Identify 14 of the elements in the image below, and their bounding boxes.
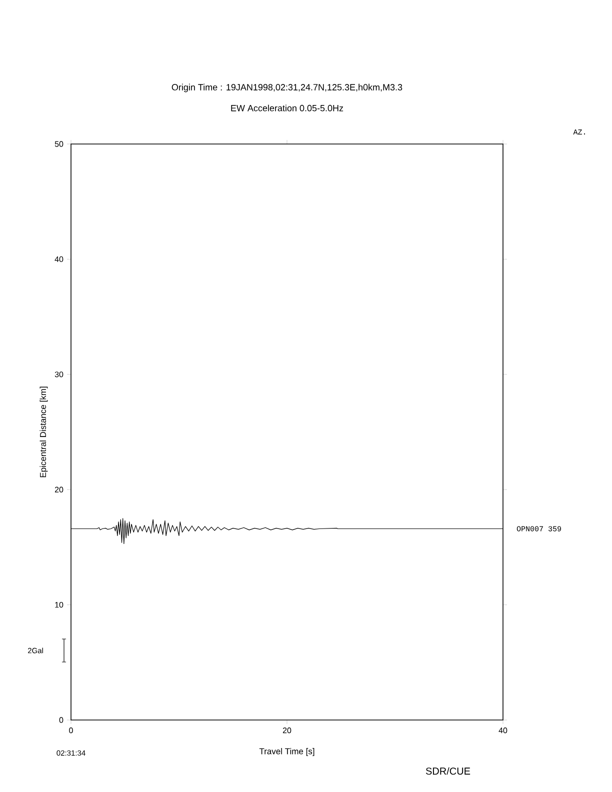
y-tick-label: 0	[59, 717, 64, 723]
y-tick-label: 50	[54, 141, 64, 147]
chart-title: Origin Time : 19JAN1998,02:31,24.7N,125.3E,h0km,M3.3	[172, 84, 402, 92]
x-axis-title: Travel Time [s]	[259, 748, 314, 756]
y-axis-title: Epicentral Distance [km]	[40, 386, 48, 478]
x-tick-label: 20	[282, 728, 292, 734]
y-tick-label: 10	[55, 602, 64, 608]
text: SDR/CUE	[426, 767, 470, 775]
y-tick-label: 30	[54, 372, 64, 378]
y-tick-label: 20	[54, 486, 64, 492]
y-tick-label: 40	[54, 256, 64, 262]
x-tick-label: 0	[69, 728, 73, 734]
chart-subtitle: EW Acceleration 0.05-5.0Hz	[231, 104, 344, 112]
x-tick-label: 40	[498, 728, 508, 734]
